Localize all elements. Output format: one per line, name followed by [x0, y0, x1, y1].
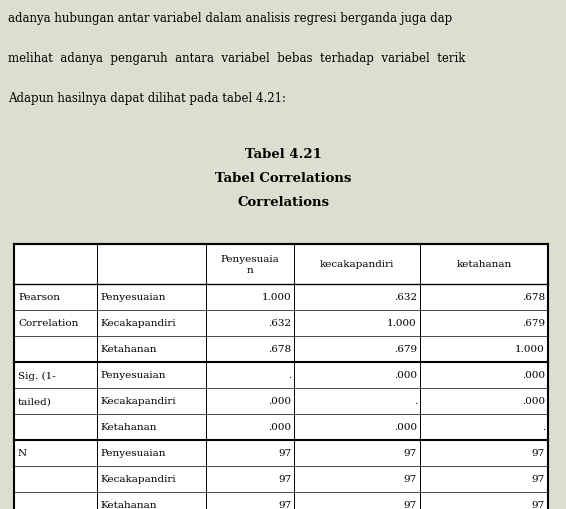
Text: 97: 97: [278, 474, 291, 484]
Text: .000: .000: [394, 371, 417, 380]
Text: Penyesuaian: Penyesuaian: [101, 293, 166, 302]
Text: 97: 97: [531, 500, 545, 509]
Text: .: .: [288, 371, 291, 380]
Text: Correlations: Correlations: [237, 195, 329, 209]
Text: .678: .678: [522, 293, 545, 302]
Text: kecakapandiri: kecakapandiri: [320, 260, 395, 269]
Text: melihat  adanya  pengaruh  antara  variabel  bebas  terhadap  variabel  terik: melihat adanya pengaruh antara variabel …: [8, 52, 465, 65]
Text: Sig. (1-: Sig. (1-: [18, 371, 55, 380]
Text: Penyesuaian: Penyesuaian: [101, 371, 166, 380]
Text: Ketahanan: Ketahanan: [101, 422, 157, 432]
Text: .000: .000: [522, 397, 545, 406]
Text: 1.000: 1.000: [261, 293, 291, 302]
Text: 97: 97: [531, 474, 545, 484]
Text: Kecakapandiri: Kecakapandiri: [101, 474, 177, 484]
Text: Correlation: Correlation: [18, 319, 78, 328]
Text: .: .: [414, 397, 417, 406]
Text: .000: .000: [268, 422, 291, 432]
Text: .: .: [542, 422, 545, 432]
Text: Tabel Correlations: Tabel Correlations: [215, 172, 351, 185]
Text: Penyesuaian: Penyesuaian: [101, 448, 166, 458]
Text: Adapun hasilnya dapat dilihat pada tabel 4.21:: Adapun hasilnya dapat dilihat pada tabel…: [8, 92, 286, 105]
Text: Kecakapandiri: Kecakapandiri: [101, 319, 177, 328]
Text: 97: 97: [404, 448, 417, 458]
Text: ketahanan: ketahanan: [456, 260, 512, 269]
Text: Ketahanan: Ketahanan: [101, 500, 157, 509]
Text: Kecakapandiri: Kecakapandiri: [101, 397, 177, 406]
Text: 1.000: 1.000: [515, 345, 545, 354]
Text: .000: .000: [522, 371, 545, 380]
Text: N: N: [18, 448, 27, 458]
Text: .632: .632: [394, 293, 417, 302]
Text: adanya hubungan antar variabel dalam analisis regresi berganda juga dap: adanya hubungan antar variabel dalam ana…: [8, 12, 452, 25]
Text: .000: .000: [394, 422, 417, 432]
Text: Pearson: Pearson: [18, 293, 60, 302]
Text: 97: 97: [278, 448, 291, 458]
Text: .632: .632: [268, 319, 291, 328]
Text: .679: .679: [394, 345, 417, 354]
Text: 97: 97: [531, 448, 545, 458]
Text: .000: .000: [268, 397, 291, 406]
Bar: [14, 244, 548, 509]
Text: .678: .678: [268, 345, 291, 354]
Text: Ketahanan: Ketahanan: [101, 345, 157, 354]
Text: 97: 97: [404, 474, 417, 484]
Text: 1.000: 1.000: [387, 319, 417, 328]
Text: 97: 97: [278, 500, 291, 509]
Text: 97: 97: [404, 500, 417, 509]
Text: Penyesuaia
n: Penyesuaia n: [221, 255, 280, 274]
Text: .679: .679: [522, 319, 545, 328]
Text: Tabel 4.21: Tabel 4.21: [245, 148, 321, 161]
Text: tailed): tailed): [18, 397, 52, 406]
